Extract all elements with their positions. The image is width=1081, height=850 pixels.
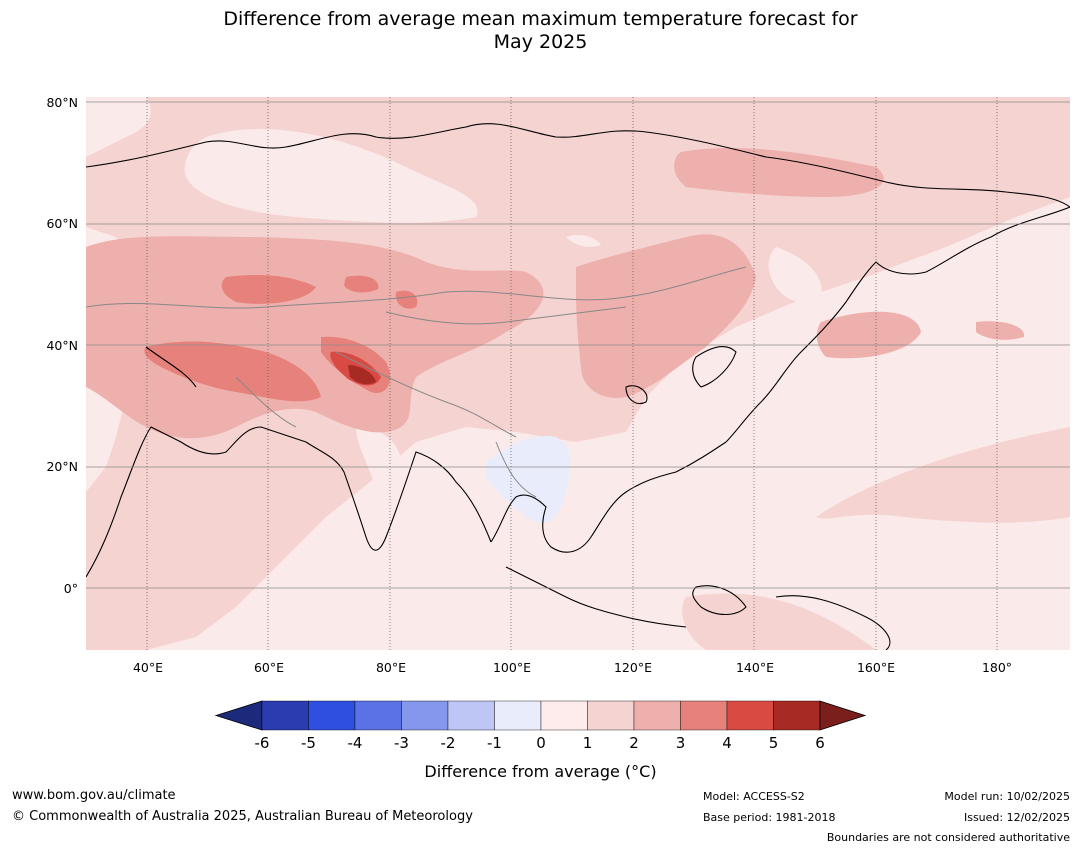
band-1-2-pacific: [816, 427, 1070, 523]
footer-copyright: © Commonwealth of Australia 2025, Austra…: [12, 809, 473, 824]
colorbar-segment: [447, 700, 495, 731]
anomaly-map: [86, 97, 1070, 650]
anomaly-band-1-2: [86, 97, 1070, 650]
colorbar-segment: [354, 700, 402, 731]
anomaly-map-svg: [86, 97, 1070, 650]
colorbar-label: Difference from average (°C): [424, 762, 657, 781]
band-2-3-north-pacific: [816, 311, 921, 359]
colorbar-ticks: -6 -5 -4 -3 -2 -1 0 1 2 3 4 5 6: [255, 734, 825, 752]
lon-label-80e: 80°E: [375, 660, 407, 675]
colorbar-segment: [680, 700, 728, 731]
country-borders: [86, 266, 747, 498]
cutout-kamchatka: [768, 247, 822, 303]
anomaly-band-2-3: [86, 147, 1025, 439]
lon-label-140e: 140°E: [735, 660, 774, 675]
colorbar-segment: [401, 700, 449, 731]
colorbar-segments: [214, 700, 867, 731]
lon-label-180: 180°: [981, 660, 1013, 675]
parallel-lines: [86, 101, 1070, 589]
colorbar-extend-high: [819, 700, 867, 731]
border-russia-south: [86, 266, 747, 309]
colorbar-segment: [726, 700, 774, 731]
band-2-3-china: [576, 234, 756, 398]
coastline-japan: [692, 346, 737, 388]
colorbar-tick-label: 0: [536, 734, 546, 752]
colorbar-segment: [494, 700, 542, 731]
coastline-caspian: [145, 346, 197, 388]
colorbar-tick-label: -2: [441, 734, 456, 752]
lat-label-40n: 40°N: [46, 338, 78, 353]
footer-base-period: Base period: 1981-2018: [703, 811, 836, 824]
footer-issued: Issued: 12/02/2025: [963, 811, 1070, 824]
colorbar-tick-label: 4: [722, 734, 732, 752]
colorbar-segment: [261, 700, 309, 731]
coastline-pacific: [725, 206, 1070, 443]
coastline-new-guinea: [775, 595, 891, 650]
coastlines: [86, 123, 1070, 650]
footer-model: Model: ACCESS-S2: [703, 790, 805, 803]
cutout-lake: [566, 234, 601, 247]
anomaly-band-neg1-0: [486, 436, 571, 523]
colorbar-tick-label: 2: [629, 734, 639, 752]
colorbar-tick-label: 6: [815, 734, 825, 752]
footer-model-run: Model run: 10/02/2025: [944, 790, 1070, 803]
lat-label-0: 0°: [63, 581, 78, 596]
footer-url: www.bom.gov.au/climate: [12, 788, 176, 803]
coastline-arctic: [86, 123, 1070, 208]
colorbar-tick-label: -1: [487, 734, 502, 752]
colorbar-tick-label: -5: [301, 734, 316, 752]
band-1-2-asia: [86, 97, 1070, 650]
band-2-3-central-asia: [86, 236, 544, 439]
colorbar-tick-label: -3: [394, 734, 409, 752]
meridian-lines: [146, 97, 998, 650]
colorbar-tick-label: 5: [769, 734, 779, 752]
map-title: Difference from average mean maximum tem…: [0, 8, 1081, 54]
coastline-sumatra-java: [505, 566, 687, 628]
cutout-arctic-west: [86, 97, 151, 157]
coastline-arabia: [86, 426, 307, 578]
lon-label-120e: 120°E: [613, 660, 652, 675]
colorbar-extend-low: [214, 700, 263, 731]
colorbar-segment: [540, 700, 588, 731]
colorbar-tick-label: 3: [676, 734, 686, 752]
lon-label-160e: 160°E: [856, 660, 895, 675]
cutout-north-siberia: [184, 128, 478, 223]
title-line-2: May 2025: [493, 31, 588, 53]
colorbar-segment: [308, 700, 356, 731]
coastline-borneo: [692, 585, 747, 616]
band-5-6-himalaya: [348, 365, 376, 385]
lon-label-40e: 40°E: [132, 660, 164, 675]
colorbar-segment: [633, 700, 681, 731]
anomaly-band-5-6: [348, 365, 376, 385]
band-3-4-kazakh: [221, 275, 316, 304]
title-line-1: Difference from average mean maximum tem…: [223, 8, 858, 30]
border-mongolia: [385, 306, 627, 325]
footer-disclaimer: Boundaries are not considered authoritat…: [826, 831, 1070, 844]
band-2-3-siberia-east: [674, 147, 884, 197]
colorbar-tick-label: 1: [583, 734, 593, 752]
border-china-himalaya: [335, 351, 517, 438]
border-afghan-pak: [235, 376, 297, 428]
colorbar-segment: [773, 700, 821, 731]
colorbar-tick-label: -4: [348, 734, 363, 752]
coastline-taiwan: [625, 385, 648, 405]
border-indochina: [495, 441, 537, 498]
coastline-india: [305, 441, 492, 551]
band-3-4-small: [344, 275, 379, 293]
lat-label-20n: 20°N: [46, 459, 78, 474]
lon-label-100e: 100°E: [492, 660, 531, 675]
band-1-2-indonesia: [682, 593, 876, 650]
lat-label-60n: 60°N: [46, 216, 78, 231]
lon-label-60e: 60°E: [253, 660, 285, 675]
coastline-east-asia: [490, 441, 727, 553]
band-2-3-pacific-small: [976, 321, 1025, 340]
band-3-4-mongolia-west: [395, 290, 418, 309]
band-neg1-0-indochina: [486, 436, 571, 523]
lat-label-80n: 80°N: [46, 95, 78, 110]
band-3-4-iran: [144, 341, 321, 402]
colorbar-tick-label: -6: [255, 734, 270, 752]
colorbar-segment: [587, 700, 635, 731]
